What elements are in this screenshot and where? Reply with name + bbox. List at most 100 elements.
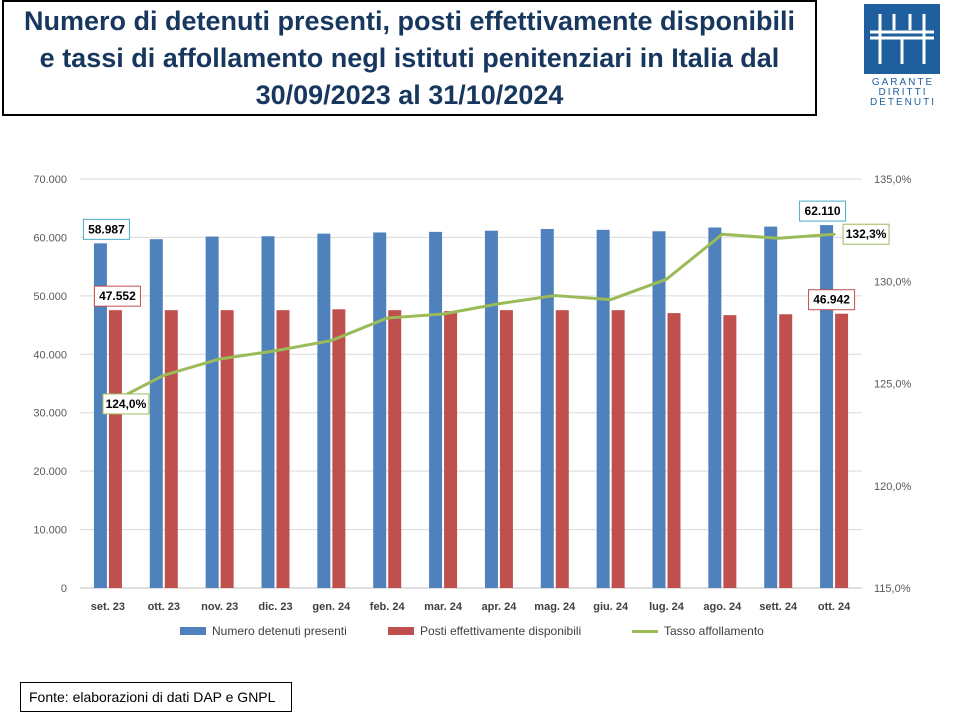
bar-detenuti bbox=[708, 227, 722, 588]
line-tasso-affollamento bbox=[107, 232, 835, 406]
bar-detenuti bbox=[429, 231, 443, 588]
point-tasso bbox=[553, 294, 557, 298]
bar-detenuti bbox=[596, 229, 610, 588]
bar-detenuti bbox=[205, 236, 219, 589]
point-tasso bbox=[329, 339, 333, 343]
point-tasso bbox=[609, 298, 613, 302]
bar-detenuti bbox=[373, 232, 387, 588]
bar-detenuti bbox=[484, 230, 498, 588]
x-axis-tick-label: nov. 23 bbox=[201, 601, 238, 613]
x-axis-tick-label: gen. 24 bbox=[312, 601, 351, 613]
data-label: 58.987 bbox=[88, 222, 125, 236]
x-axis-tick-label: lug. 24 bbox=[649, 601, 685, 613]
logo-line-1: GARANTE bbox=[871, 77, 935, 88]
data-label: 62.110 bbox=[805, 204, 841, 218]
left-axis-tick-label: 0 bbox=[61, 583, 67, 595]
data-label-box bbox=[808, 289, 856, 311]
left-axis-tick-label: 60.000 bbox=[33, 232, 67, 244]
x-axis-tick-label: mar. 24 bbox=[424, 601, 463, 613]
legend-swatch-posti bbox=[388, 627, 414, 635]
logo-line-3: DETENUTI bbox=[870, 97, 936, 108]
right-axis-tick-label: 125,0% bbox=[874, 379, 912, 391]
garante-logo-icon bbox=[864, 4, 940, 74]
x-axis-tick-label: apr. 24 bbox=[481, 601, 517, 613]
x-axis-tick-label: mag. 24 bbox=[534, 601, 576, 613]
x-axis-tick-label: ott. 24 bbox=[818, 601, 851, 613]
x-axis-tick-label: sett. 24 bbox=[759, 601, 798, 613]
source-note: Fonte: elaborazioni di dati DAP e GNPL bbox=[20, 682, 292, 712]
legend-item-detenuti: Numero detenuti presenti bbox=[180, 624, 347, 638]
data-label-box bbox=[799, 200, 847, 222]
bar-posti bbox=[220, 310, 234, 588]
bar-detenuti bbox=[764, 226, 778, 588]
data-label: 124,0% bbox=[106, 397, 147, 411]
bar-posti bbox=[835, 313, 849, 588]
left-axis-tick-label: 50.000 bbox=[33, 291, 67, 303]
point-tasso bbox=[497, 302, 501, 306]
point-tasso bbox=[832, 232, 836, 236]
combo-chart: 0 10.000 20.000 30.000 40.000 50.000 60.000 70.… bbox=[33, 174, 912, 613]
legend-label-tasso: Tasso affollamento bbox=[664, 624, 764, 638]
chart-title: Numero di detenuti presenti, posti effet… bbox=[23, 5, 796, 110]
bar-posti bbox=[332, 309, 346, 588]
bar-posti bbox=[779, 314, 793, 588]
data-label-box bbox=[842, 223, 890, 245]
point-tasso bbox=[162, 373, 166, 377]
bar-posti bbox=[499, 310, 513, 588]
point-tasso bbox=[218, 357, 222, 361]
right-axis-tick-label: 115,0% bbox=[874, 583, 911, 595]
point-tasso bbox=[441, 312, 445, 316]
bar-posti bbox=[723, 315, 737, 588]
data-label-box bbox=[93, 285, 141, 307]
bar-posti bbox=[444, 311, 458, 588]
bar-detenuti bbox=[820, 225, 834, 588]
x-axis-tick-label: dic. 23 bbox=[258, 601, 292, 613]
legend-label-detenuti: Numero detenuti presenti bbox=[212, 624, 347, 638]
legend: Numero detenuti presenti Posti effettiva… bbox=[0, 624, 960, 644]
data-label-box bbox=[82, 218, 130, 240]
right-axis-tick-label: 120,0% bbox=[874, 481, 912, 493]
point-tasso bbox=[720, 232, 724, 236]
x-axis-tick-label: giu. 24 bbox=[593, 601, 629, 613]
bar-posti bbox=[388, 310, 402, 588]
x-axis-tick-label: set. 23 bbox=[91, 601, 125, 613]
x-axis-tick-label: ott. 23 bbox=[148, 601, 180, 613]
left-axis-tick-label: 10.000 bbox=[33, 525, 67, 537]
bar-detenuti bbox=[149, 239, 163, 588]
legend-swatch-tasso bbox=[632, 629, 658, 633]
data-label-box bbox=[102, 393, 150, 415]
logo-line-2: DIRITTI bbox=[878, 87, 928, 98]
bar-posti bbox=[667, 313, 681, 588]
logo-text: GARANTE DIRITTI DETENUTI bbox=[863, 78, 943, 108]
legend-swatch-detenuti bbox=[180, 627, 206, 635]
point-tasso bbox=[776, 236, 780, 240]
bar-detenuti bbox=[540, 228, 554, 588]
bar-detenuti bbox=[261, 236, 275, 588]
right-axis-tick-label: 135,0% bbox=[874, 174, 912, 186]
bar-detenuti bbox=[652, 231, 666, 588]
left-axis-tick-label: 30.000 bbox=[33, 408, 67, 420]
bar-detenuti bbox=[317, 233, 331, 588]
point-tasso bbox=[274, 349, 277, 353]
point-tasso bbox=[665, 277, 668, 281]
bar-posti bbox=[276, 310, 290, 588]
bar-detenuti bbox=[93, 243, 107, 588]
data-label: 46.942 bbox=[813, 293, 850, 307]
legend-label-posti: Posti effettivamente disponibili bbox=[420, 624, 582, 638]
legend-item-posti: Posti effettivamente disponibili bbox=[388, 624, 581, 638]
bar-posti bbox=[108, 310, 122, 588]
bar-posti bbox=[555, 310, 569, 588]
x-axis-tick-label: feb. 24 bbox=[370, 601, 406, 613]
title-box: Numero di detenuti presenti, posti effet… bbox=[2, 0, 817, 116]
point-tasso bbox=[385, 316, 389, 320]
data-label: 132,3% bbox=[846, 227, 887, 241]
left-axis-tick-label: 20.000 bbox=[33, 466, 67, 478]
left-axis-tick-label: 70.000 bbox=[33, 174, 67, 186]
right-axis-tick-label: 130,0% bbox=[874, 276, 912, 288]
bar-posti bbox=[164, 310, 178, 588]
legend-item-tasso: Tasso affollamento bbox=[632, 624, 764, 638]
x-axis-tick-label: ago. 24 bbox=[703, 601, 742, 613]
bar-posti bbox=[611, 310, 625, 588]
data-label: 47.552 bbox=[99, 289, 136, 303]
left-axis-tick-label: 40.000 bbox=[33, 349, 67, 361]
